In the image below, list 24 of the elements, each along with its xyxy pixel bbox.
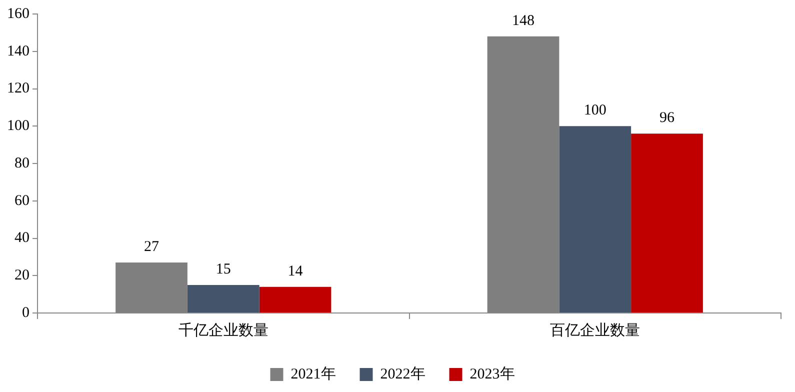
- x-tick-label: 百亿企业数量: [550, 322, 640, 339]
- y-tick-label: 0: [22, 304, 30, 321]
- data-label: 15: [216, 261, 231, 278]
- bar: [187, 284, 260, 312]
- y-tick-label: 160: [7, 6, 30, 22]
- legend-label: 2022年: [380, 365, 426, 382]
- y-tick-label: 100: [7, 118, 30, 134]
- data-label: 148: [512, 12, 535, 29]
- bar: [631, 134, 703, 312]
- legend-label: 2023年: [470, 365, 515, 382]
- bar: [259, 286, 332, 312]
- y-tick-label: 80: [14, 155, 30, 172]
- bar: [559, 126, 632, 312]
- y-tick-label: 120: [7, 80, 30, 97]
- y-tick-label: 20: [14, 268, 30, 284]
- data-label: 96: [659, 110, 675, 126]
- y-tick-label: 40: [14, 230, 30, 246]
- legend-label: 2021年: [290, 365, 336, 382]
- data-label: 14: [288, 263, 304, 280]
- y-tick-label: 60: [14, 192, 30, 209]
- data-label: 100: [584, 102, 606, 119]
- data-label: 27: [144, 238, 160, 255]
- y-tick-label: 140: [7, 43, 30, 60]
- x-tick-label: 千亿企业数量: [178, 322, 268, 339]
